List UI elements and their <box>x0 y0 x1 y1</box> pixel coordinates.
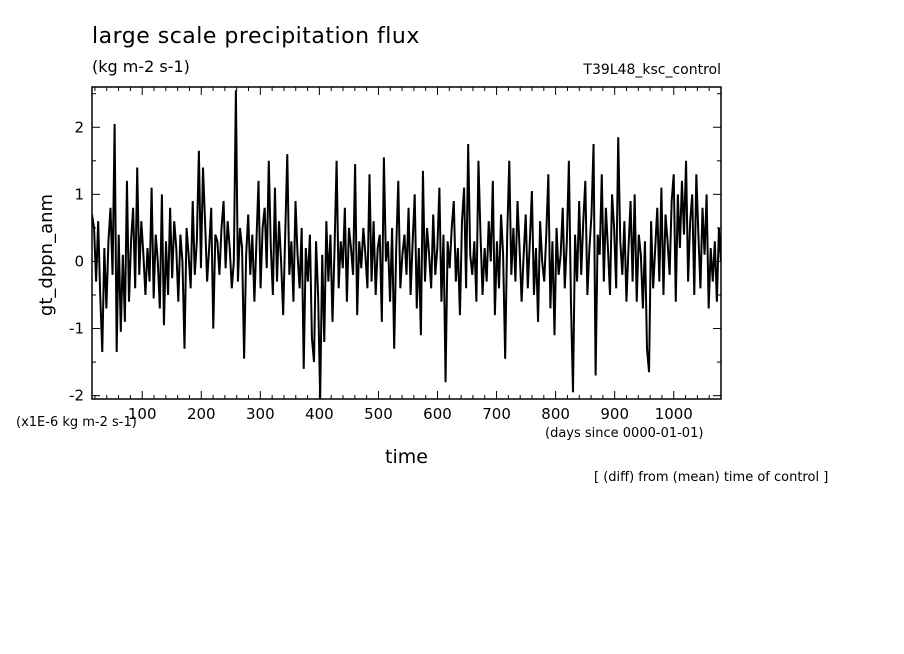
series-layer <box>92 90 721 399</box>
y-tick-label: -2 <box>69 387 84 405</box>
x-tick-label: 700 <box>482 405 511 423</box>
x-tick-label: 500 <box>364 405 393 423</box>
x-tick-label: 800 <box>541 405 570 423</box>
plot-frame <box>91 86 722 400</box>
x-tick-label: 1000 <box>655 405 693 423</box>
y-tick-label: 2 <box>74 118 84 136</box>
series-line <box>92 90 721 399</box>
run-label: T39L48_ksc_control <box>583 62 721 78</box>
x-axis-label: time <box>385 446 428 468</box>
y-tick-label: 1 <box>74 185 84 203</box>
y-tick-label: 0 <box>74 252 84 270</box>
scale-label: (x1E-6 kg m-2 s-1) <box>16 415 137 430</box>
footnote: [ (diff) from (mean) time of control ] <box>594 470 829 485</box>
units-label: (kg m-2 s-1) <box>92 57 190 76</box>
y-tick-label: -1 <box>69 320 84 338</box>
tick-layer: 100 200 300 400 500 600 700 800 900 1000 -2 -1 0 1 2 <box>69 87 722 423</box>
chart-title: large scale precipitation flux <box>92 24 420 49</box>
x-tick-label: 200 <box>187 405 216 423</box>
x-tick-label: 400 <box>305 405 334 423</box>
x-tick-label: 900 <box>600 405 629 423</box>
x-tick-label: 100 <box>128 405 157 423</box>
x-tick-label: 600 <box>423 405 452 423</box>
x-unit-label: (days since 0000-01-01) <box>545 426 704 441</box>
x-tick-label: 300 <box>246 405 275 423</box>
